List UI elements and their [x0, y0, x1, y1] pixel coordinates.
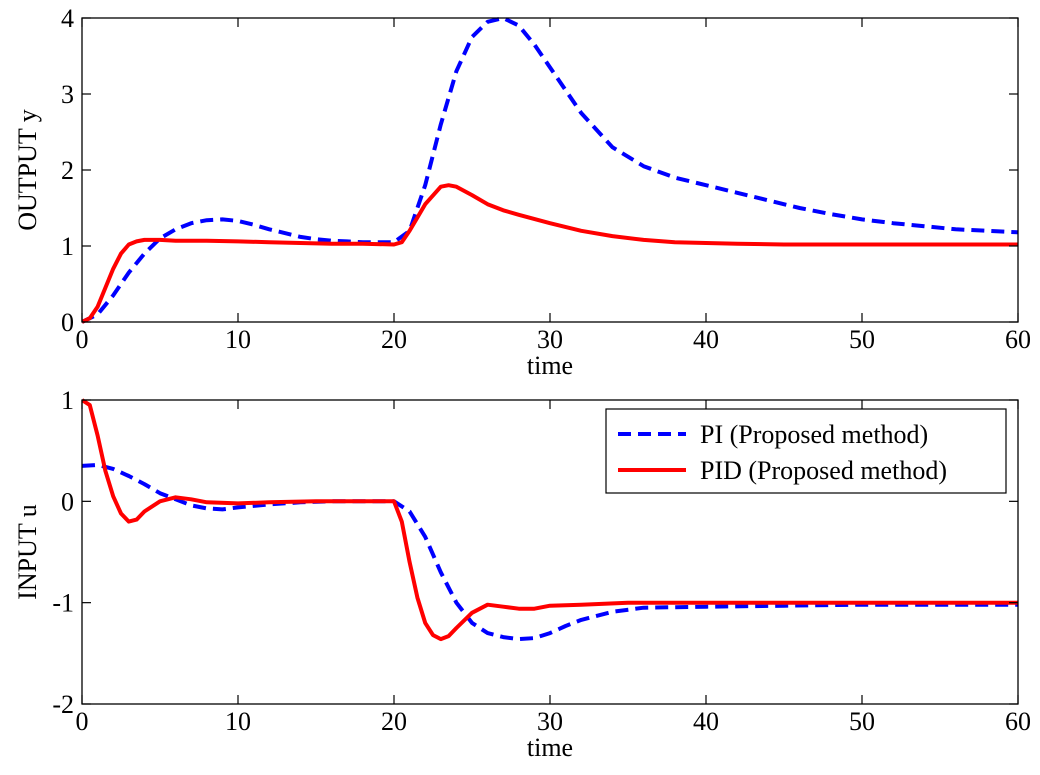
x-tick-label: 40	[693, 707, 719, 736]
series-line-1	[82, 183, 1018, 324]
output-panel: 0 10 20 30 40 50 60 0 1 2 3 4 time OUTPUT y	[13, 4, 1031, 380]
x-tick-label: 0	[76, 707, 89, 736]
series-line-0	[82, 462, 1018, 642]
series-line-0	[82, 16, 1018, 324]
y-tick-label: 1	[61, 232, 74, 261]
x-axis-label: time	[527, 733, 573, 762]
series-line-1	[82, 398, 1018, 642]
x-tick-label: 50	[849, 707, 875, 736]
legend-label-1: PID (Proposed method)	[700, 456, 947, 485]
x-tick-label: 10	[225, 325, 251, 354]
y-tick-label: -1	[52, 589, 74, 618]
y-tick-label: 0	[61, 308, 74, 337]
x-tick-label: 30	[537, 707, 563, 736]
y-tick-label: 1	[61, 386, 74, 415]
y-tick-label: 2	[61, 156, 74, 185]
y-axis-label: OUTPUT y	[13, 109, 42, 231]
y-tick-label: 4	[61, 4, 74, 33]
x-axis-label: time	[527, 351, 573, 380]
input-panel: 0 10 20 30 40 50 60 -2 -1 0 1 time INPUT u PI (Propos…	[13, 386, 1031, 762]
x-tick-label: 40	[693, 325, 719, 354]
legend: PI (Proposed method) PID (Proposed method…	[605, 408, 1007, 494]
x-tick-label: 60	[1005, 707, 1031, 736]
y-axis-label: INPUT u	[13, 504, 42, 600]
x-tick-label: 10	[225, 707, 251, 736]
y-tick-label: 3	[61, 80, 74, 109]
legend-box	[605, 408, 1007, 494]
x-tick-label: 30	[537, 325, 563, 354]
y-tick-label: -2	[52, 690, 74, 719]
x-tick-label: 60	[1005, 325, 1031, 354]
y-tick-label: 0	[61, 487, 74, 516]
legend-label-0: PI (Proposed method)	[700, 420, 928, 449]
x-tick-label: 0	[76, 325, 89, 354]
x-tick-label: 50	[849, 325, 875, 354]
x-tick-label: 20	[381, 325, 407, 354]
plot-frame	[81, 17, 1019, 323]
x-tick-label: 20	[381, 707, 407, 736]
